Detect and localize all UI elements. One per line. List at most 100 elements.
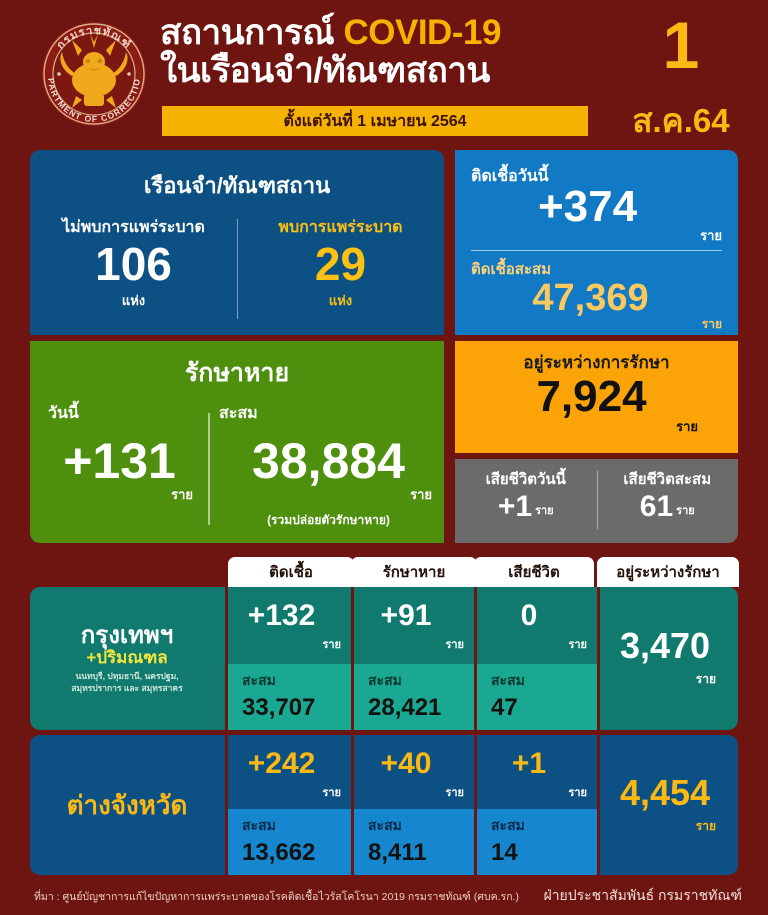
deaths-today-group: เสียชีวิตวันนี้ +1 ราย <box>455 459 597 543</box>
cell-today-value: +40 <box>380 747 432 780</box>
infected-today-value: +374 <box>537 182 638 231</box>
column-header-recovered: รักษาหาย <box>351 557 477 587</box>
footer-source: ที่มา : ศูนย์บัญชาการแก้ไขปัญหาการแพร่ระ… <box>34 891 519 903</box>
cell-today-value: +1 <box>511 747 547 780</box>
outbreak-label: พบการแพร่ระบาด <box>278 219 403 236</box>
page-title: สถานการณ์ COVID-19 ในเรือนจำ/ทัณฑสถาน <box>160 14 590 90</box>
recovered-total-label: สะสม <box>219 405 258 422</box>
cell-under-treatment-bangkok: 3,470 ราย <box>600 587 738 730</box>
cell-today-unit: ราย <box>322 787 341 799</box>
outbreak-value: 29 <box>314 238 367 290</box>
deaths-total-unit: ราย <box>676 504 695 517</box>
prisons-split: ไม่พบการแพร่ระบาด 106 แห่ง พบการแพร่ระบา… <box>30 215 444 319</box>
title-prefix: สถานการณ์ <box>160 13 344 52</box>
cell-cumulative-label: สะสม <box>368 817 402 833</box>
deaths-today-value: +1 <box>497 490 533 523</box>
cell-cumulative-value: 14 <box>491 839 518 866</box>
cell-today: +1 ราย <box>477 735 597 807</box>
infected-total-label: ติดเชื้อสะสม <box>471 261 552 278</box>
cell-under-treatment-unit: ราย <box>695 818 716 833</box>
recovered-panel-title: รักษาหาย <box>184 359 290 387</box>
report-date-badge: 1 ส.ค.64 <box>598 12 764 142</box>
deaths-panel: เสียชีวิตวันนี้ +1 ราย เสียชีวิตสะสม 61 รา… <box>455 459 738 543</box>
cell-infected-bangkok: +132 ราย สะสม 33,707 <box>228 587 351 730</box>
row-label-sub: +ปริมณฑล <box>86 647 168 667</box>
cell-cumulative-label: สะสม <box>491 817 525 833</box>
column-header-under-treatment: อยู่ระหว่างรักษา <box>597 557 739 587</box>
deaths-total-label: เสียชีวิตสะสม <box>623 471 712 488</box>
table-row: ต่างจังหวัด +242 ราย สะสม 13,662 +40 ราย… <box>30 735 738 875</box>
deaths-total-value: 61 <box>639 490 674 523</box>
cell-today: +91 ราย <box>354 587 474 659</box>
title-subtitle: ในเรือนจำ/ทัณฑสถาน <box>160 50 490 90</box>
cell-cumulative-value: 8,411 <box>368 839 427 866</box>
cell-today-unit: ราย <box>568 639 587 651</box>
no-outbreak-unit: แห่ง <box>121 292 146 308</box>
recovered-today-label: วันนี้ <box>48 405 79 422</box>
column-header-infected: ติดเชื้อ <box>228 557 354 587</box>
row-label-main: ต่างจังหวัด <box>66 789 188 820</box>
cell-cumulative: สะสม 13,662 <box>228 809 351 875</box>
recovered-total-unit: ราย <box>410 487 432 502</box>
cell-today-unit: ราย <box>445 787 464 799</box>
prisons-outbreak: พบการแพร่ระบาด 29 แห่ง <box>237 215 444 311</box>
date-range-bar: ตั้งแต่วันที่ 1 เมษายน 2564 <box>162 106 588 136</box>
cell-today: 0 ราย <box>477 587 597 659</box>
recovered-split: วันนี้ +131 ราย สะสม 38,884 ราย (รวมปล่อ… <box>30 401 444 530</box>
under-treatment-panel: อยู่ระหว่างการรักษา 7,924 ราย <box>455 341 738 453</box>
cell-cumulative-value: 13,662 <box>242 839 316 866</box>
table-row: กรุงเทพฯ +ปริมณฑล นนทบุรี, ปทุมธานี, นคร… <box>30 587 738 730</box>
cell-infected-provinces: +242 ราย สะสม 13,662 <box>228 735 351 875</box>
cell-cumulative-value: 28,421 <box>368 694 442 721</box>
divider <box>597 735 600 875</box>
divider <box>471 250 722 251</box>
prisons-panel: เรือนจำ/ทัณฑสถาน ไม่พบการแพร่ระบาด 106 แ… <box>30 150 444 335</box>
deaths-split: เสียชีวิตวันนี้ +1 ราย เสียชีวิตสะสม 61 รา… <box>455 459 738 543</box>
divider <box>596 471 598 529</box>
divider <box>351 587 354 730</box>
cell-today-value: +132 <box>247 599 316 632</box>
row-label-provinces-line2: สมุทรปราการ และ สมุทรสาคร <box>71 682 183 693</box>
deaths-today-unit: ราย <box>535 504 554 517</box>
cell-recovered-bangkok: +91 ราย สะสม 28,421 <box>354 587 474 730</box>
cell-today-value: +91 <box>380 599 432 632</box>
under-treatment-value: 7,924 <box>536 372 647 421</box>
recovered-panel: รักษาหาย วันนี้ +131 ราย สะสม 38,884 ราย… <box>30 341 444 543</box>
cell-under-treatment-provinces: 4,454 ราย <box>600 735 738 875</box>
cell-under-treatment-unit: ราย <box>695 672 716 686</box>
prisons-panel-title: เรือนจำ/ทัณฑสถาน <box>143 173 331 198</box>
header: กรมราชทัณฑ์ DEPARTMENT OF CORRECTIONS <box>0 0 768 145</box>
row-label-provinces: ต่างจังหวัด <box>30 735 224 875</box>
cell-cumulative: สะสม 28,421 <box>354 664 474 730</box>
report-day-number: 1 <box>662 8 700 82</box>
infected-total-value: 47,369 <box>532 277 649 319</box>
cell-today-value: +242 <box>247 747 316 780</box>
recovered-today-value: +131 <box>63 433 176 489</box>
divider <box>225 587 228 730</box>
department-of-corrections-seal-icon: กรมราชทัณฑ์ DEPARTMENT OF CORRECTIONS <box>38 16 150 132</box>
report-month-year: ส.ค.64 <box>632 102 730 139</box>
cell-today: +242 ราย <box>228 735 351 807</box>
cell-deaths-bangkok: 0 ราย สะสม 47 <box>477 587 597 730</box>
cell-cumulative-value: 47 <box>491 694 518 721</box>
cell-cumulative: สะสม 8,411 <box>354 809 474 875</box>
divider <box>208 413 210 525</box>
cell-under-treatment-value: 4,454 <box>619 771 711 813</box>
deaths-total-group: เสียชีวิตสะสม 61 ราย <box>597 459 739 543</box>
infected-today-label: ติดเชื้อวันนี้ <box>471 168 549 185</box>
cell-cumulative: สะสม 47 <box>477 664 597 730</box>
row-label-bangkok: กรุงเทพฯ +ปริมณฑล นนทบุรี, ปทุมธานี, นคร… <box>30 587 224 730</box>
under-treatment-label: อยู่ระหว่างการรักษา <box>523 353 670 372</box>
recovered-total-value: 38,884 <box>252 433 405 489</box>
no-outbreak-label: ไม่พบการแพร่ระบาด <box>62 219 205 236</box>
recovered-total-group: สะสม 38,884 ราย (รวมปล่อยตัวรักษาหาย) <box>205 401 444 530</box>
recovered-today-group: วันนี้ +131 ราย <box>30 401 205 530</box>
cell-cumulative: สะสม 33,707 <box>228 664 351 730</box>
cell-cumulative: สะสม 14 <box>477 809 597 875</box>
footer-department: ฝ่ายประชาสัมพันธ์ กรมราชทัณฑ์ <box>543 887 742 903</box>
recovered-today-unit: ราย <box>171 487 193 502</box>
title-covid-highlight: COVID-19 <box>343 13 501 52</box>
cell-cumulative-value: 33,707 <box>242 694 316 721</box>
cell-today: +132 ราย <box>228 587 351 659</box>
